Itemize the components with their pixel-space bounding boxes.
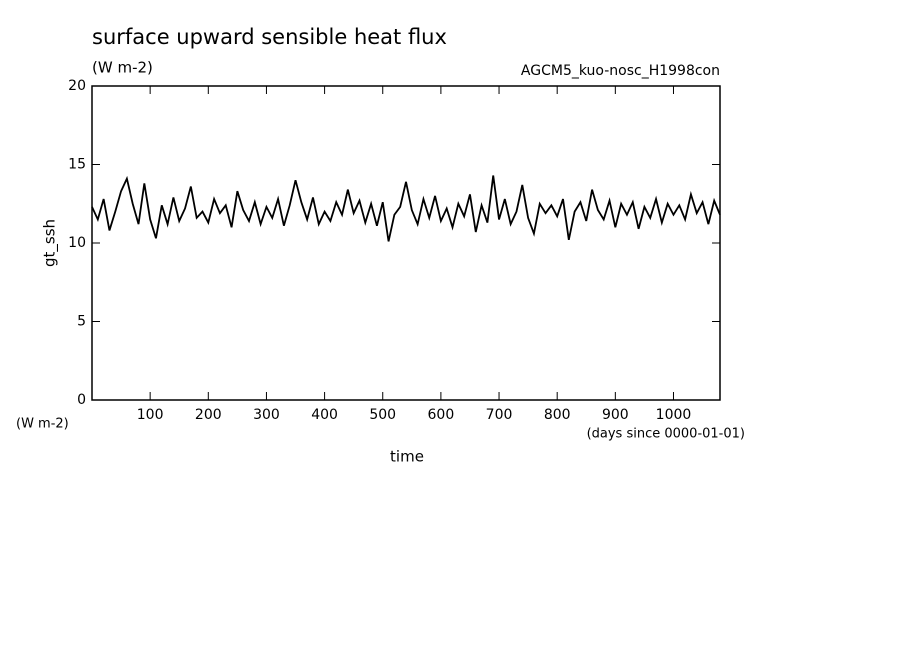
y-tick-label: 0 [77,392,86,408]
subtitle: (W m-2) [92,59,153,77]
x-tick-label: 900 [602,407,629,423]
y-units: (W m-2) [16,417,69,432]
x-units: (days since 0000-01-01) [587,427,745,442]
x-tick-label: 300 [253,407,280,423]
x-tick-label: 600 [428,407,455,423]
x-tick-label: 800 [544,407,571,423]
x-axis-label: time [390,448,424,466]
plot-frame [91,85,721,401]
y-axis-label: gt_ssh [41,219,60,267]
y-tick-label: 10 [68,235,86,251]
x-tick-label: 500 [369,407,396,423]
chart-title: surface upward sensible heat flux [92,25,447,49]
y-tick-label: 15 [68,157,86,173]
y-tick-label: 20 [68,78,86,94]
x-tick-label: 200 [195,407,222,423]
x-tick-label: 1000 [656,407,692,423]
x-tick-label: 100 [137,407,164,423]
y-tick-label: 5 [77,314,86,330]
x-tick-label: 400 [311,407,338,423]
x-tick-label: 700 [486,407,513,423]
data-line [91,175,721,242]
annotation: AGCM5_kuo-nosc_H1998con [521,63,720,79]
